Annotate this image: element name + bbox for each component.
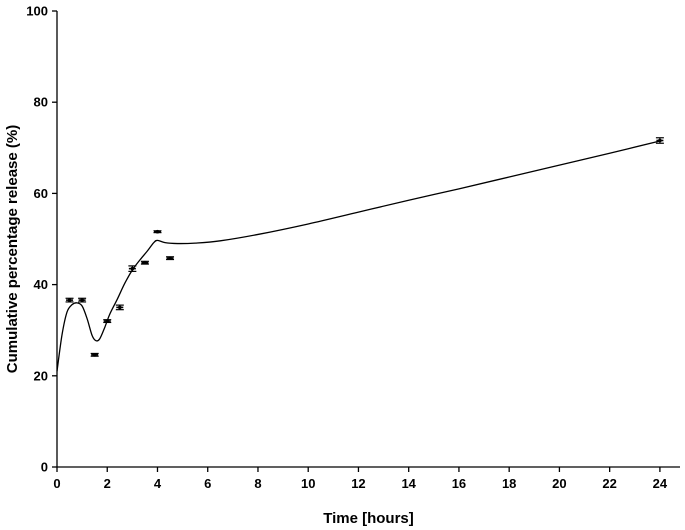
data-point (115, 304, 124, 311)
x-tick-label: 18 (502, 476, 516, 491)
x-tick-label: 10 (301, 476, 315, 491)
y-tick-label: 40 (34, 277, 48, 292)
y-tick-label: 60 (34, 186, 48, 201)
y-axis-title: Cumulative percentage release (%) (4, 125, 21, 373)
data-point (103, 319, 112, 324)
x-tick-label: 12 (351, 476, 365, 491)
y-axis-ticks: 0 20 40 60 80 100 (26, 4, 57, 475)
y-tick-label: 20 (34, 368, 48, 383)
x-tick-label: 22 (602, 476, 616, 491)
x-axis-ticks: 0 2 4 6 8 10 12 14 16 18 20 22 24 (53, 467, 668, 491)
y-tick-label: 100 (26, 4, 48, 19)
x-tick-label: 2 (104, 476, 111, 491)
x-tick-label: 16 (452, 476, 466, 491)
x-tick-label: 8 (254, 476, 261, 491)
y-tick-label: 80 (34, 95, 48, 110)
data-point (153, 229, 162, 234)
x-tick-label: 0 (53, 476, 60, 491)
data-point (65, 297, 74, 303)
data-point (78, 297, 87, 303)
x-tick-label: 6 (204, 476, 211, 491)
data-point (140, 260, 149, 265)
y-tick-label: 0 (41, 460, 48, 475)
data-points (65, 137, 664, 357)
x-tick-label: 24 (653, 476, 668, 491)
x-tick-label: 14 (401, 476, 416, 491)
data-point (128, 265, 137, 272)
x-tick-label: 4 (154, 476, 162, 491)
fit-curve (56, 140, 661, 372)
x-tick-label: 20 (552, 476, 566, 491)
x-axis-title: Time [hours] (323, 510, 414, 527)
data-point (166, 256, 175, 261)
data-point (655, 137, 664, 144)
data-point (90, 352, 99, 357)
